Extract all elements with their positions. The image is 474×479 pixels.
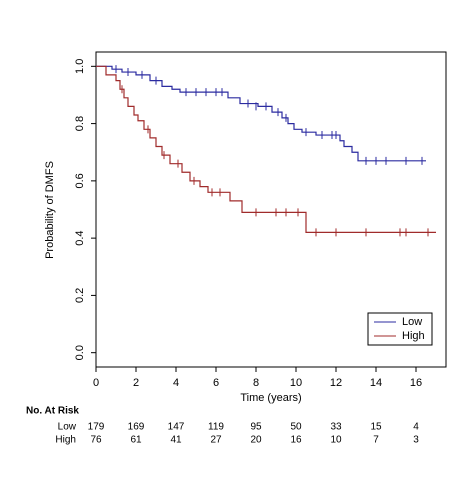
y-tick-label: 0.0	[74, 345, 86, 360]
y-tick-label: 0.6	[74, 173, 86, 188]
risk-title: No. At Risk	[26, 406, 79, 417]
y-tick-label: 0.8	[74, 116, 86, 131]
risk-row-label: High	[55, 435, 76, 446]
risk-count: 3	[413, 435, 419, 446]
risk-count: 15	[370, 422, 382, 433]
x-tick-label: 0	[93, 377, 99, 389]
risk-count: 16	[290, 435, 302, 446]
risk-count: 119	[208, 422, 224, 433]
risk-count: 61	[130, 435, 142, 446]
risk-count: 4	[413, 422, 419, 433]
x-tick-label: 10	[290, 377, 302, 389]
y-tick-label: 0.4	[74, 230, 86, 245]
x-tick-label: 2	[133, 377, 139, 389]
y-axis-label: Probability of DMFS	[44, 161, 56, 259]
survival-curve	[96, 65, 426, 162]
legend-box	[367, 312, 433, 346]
risk-count: 41	[170, 435, 182, 446]
risk-count: 169	[128, 422, 145, 433]
risk-count: 179	[88, 422, 105, 433]
y-tick-label: 0.2	[74, 288, 86, 303]
risk-row-label: Low	[58, 422, 77, 433]
x-tick-label: 4	[173, 377, 179, 389]
x-tick-label: 14	[370, 377, 382, 389]
risk-count: 20	[250, 435, 262, 446]
x-tick-label: 8	[253, 377, 259, 389]
risk-count: 10	[330, 435, 342, 446]
survival-curve	[96, 65, 436, 234]
risk-count: 95	[250, 422, 262, 433]
x-tick-label: 6	[213, 377, 219, 389]
legend-label: High	[402, 330, 425, 342]
risk-count: 147	[168, 422, 185, 433]
x-tick-label: 16	[410, 377, 422, 389]
x-tick-label: 12	[330, 377, 342, 389]
risk-count: 76	[90, 435, 102, 446]
x-axis-label: Time (years)	[240, 392, 301, 404]
risk-count: 7	[373, 435, 379, 446]
y-tick-label: 1.0	[74, 59, 86, 74]
risk-count: 27	[210, 435, 222, 446]
legend-label: Low	[402, 316, 422, 328]
risk-count: 33	[330, 422, 342, 433]
risk-count: 50	[290, 422, 302, 433]
